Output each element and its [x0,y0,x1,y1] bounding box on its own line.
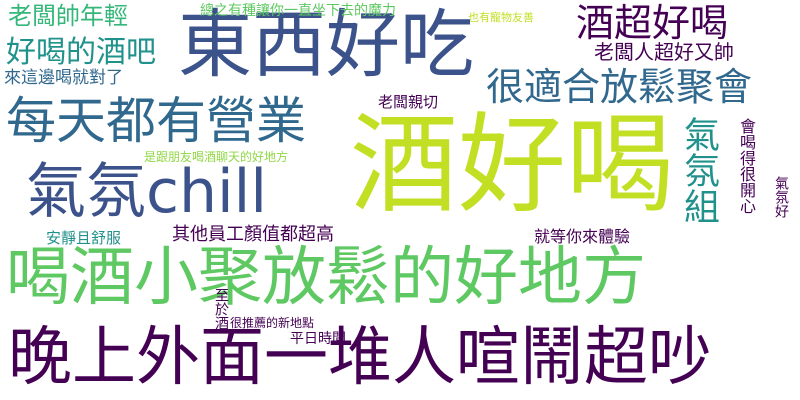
word-ping-ri-shi-jian: 平日時間 [290,331,346,347]
word-lao-ban-qin-qie: 老闆親切 [378,93,439,111]
word-qi-fen-zu: 氣氛組 [678,116,719,224]
word-hao-he-de-jiu-ba: 好喝的酒吧 [6,35,156,70]
word-an-jing: 安靜且舒服 [46,229,122,247]
word-qi-fen-hao: 氣氛好 [773,176,789,218]
word-wan-shang: 晚上外面一堆人喧鬧超吵 [8,321,712,395]
word-shi-gen-peng-you: 是跟朋友喝酒聊天的好地方 [144,150,289,164]
word-lao-ban-shuai: 老闆帥年輕 [8,2,128,30]
word-lao-ban-ren: 老闆人超好又帥 [594,40,734,64]
word-mei-tian: 每天都有營業 [6,92,306,150]
word-jiu-hao-he: 酒好喝 [350,103,675,228]
word-lai-zhe-bian: 來這邊喝就對了 [4,68,123,88]
word-jiu-chao-hao-he: 酒超好喝 [576,1,729,45]
word-he-jiu-xiao-ju: 喝酒小聚放鬆的好地方 [6,241,646,315]
word-hui-he-de-hen: 會喝得很開心 [737,118,756,214]
word-hen-shi-he: 很適合放鬆聚會 [486,65,753,109]
word-zhi-yu-jiu: 至於酒 [213,288,229,330]
word-jiu-deng-ni: 就等你來體驗 [534,227,631,246]
word-qi-ta-yuan-gong: 其他員工顏值都超高 [172,224,334,245]
word-dong-xi-hao-chi: 東西好吃 [178,2,474,88]
word-qi-fen-chill: 氣氛chill [26,157,268,227]
word-hen-tui-jian: 很推薦的新地點 [230,316,315,330]
word-zong-zhi: 總之有種讓你一直坐下去的魔力 [200,3,396,19]
word-ye-you-chong: 也有寵物友善 [468,11,534,24]
